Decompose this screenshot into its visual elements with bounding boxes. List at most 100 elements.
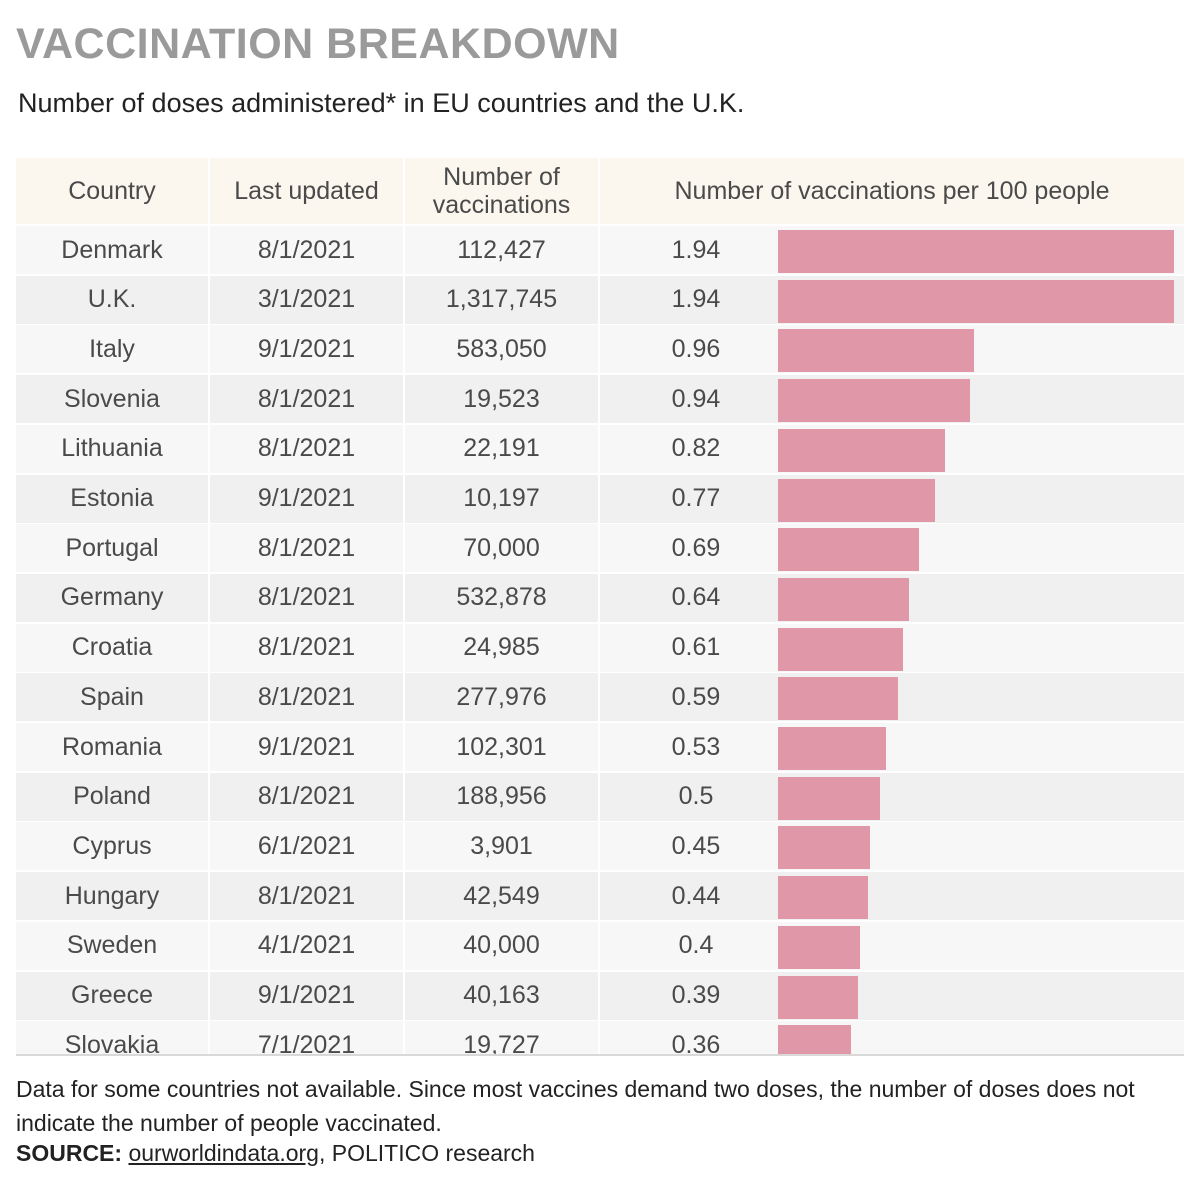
cell-country: Spain [16, 673, 208, 722]
table-row: Croatia 8/1/2021 24,985 0.61 [16, 623, 1184, 672]
cell-vaccinations: 24,985 [405, 623, 598, 672]
per-100-value: 0.77 [671, 484, 721, 512]
bar [778, 627, 903, 671]
source-line: SOURCE: ourworldindata.org, POLITICO res… [16, 1140, 535, 1167]
table-row: Greece 9/1/2021 40,163 0.39 [16, 971, 1184, 1020]
footnote: Data for some countries not available. S… [16, 1076, 1135, 1136]
cell-last-updated: 9/1/2021 [210, 971, 403, 1020]
bar [778, 826, 870, 870]
bar [778, 1025, 852, 1054]
bar [778, 428, 946, 472]
table-row: U.K. 3/1/2021 1,317,745 1.94 [16, 275, 1184, 324]
bar [778, 577, 909, 621]
per-100-value: 0.45 [671, 831, 721, 860]
cell-last-updated: 8/1/2021 [210, 226, 403, 274]
cell-country: Slovakia [16, 1021, 208, 1054]
table-header: Country Last updated Number of vaccinati… [16, 158, 1184, 224]
table-row: Estonia 9/1/2021 10,197 0.77 [16, 474, 1184, 523]
per-100-value: 1.94 [671, 285, 721, 314]
per-100-value: 0.64 [671, 583, 721, 612]
cell-country: U.K. [16, 275, 208, 324]
table-row: Slovenia 8/1/2021 19,523 0.94 [16, 375, 1184, 424]
source-link[interactable]: ourworldindata.org [128, 1140, 319, 1166]
bar [778, 776, 881, 820]
table-row: Romania 9/1/2021 102,301 0.53 [16, 723, 1184, 771]
per-100-value: 0.61 [671, 633, 721, 662]
cell-last-updated: 3/1/2021 [210, 275, 403, 324]
cell-vaccinations: 1,317,745 [405, 275, 598, 324]
bar [778, 230, 1174, 273]
per-100-value: 0.5 [678, 782, 714, 811]
bar [778, 478, 936, 522]
column-header-per-100: Number of vaccinations per 100 people [600, 158, 1184, 224]
table-row: Germany 8/1/2021 532,878 0.64 [16, 573, 1184, 622]
cell-country: Cyprus [16, 822, 208, 871]
cell-per-100: 0.4 [600, 921, 1184, 970]
per-100-value: 0.69 [671, 533, 721, 562]
per-100-value: 0.53 [671, 732, 721, 761]
cell-country: Greece [16, 971, 208, 1020]
table-row: Lithuania 8/1/2021 22,191 0.82 [16, 424, 1184, 473]
cell-per-100: 0.36 [600, 1021, 1184, 1056]
cell-vaccinations: 40,163 [405, 971, 598, 1020]
table-row: Slovakia 7/1/2021 19,727 0.36 [16, 1021, 1184, 1056]
cell-vaccinations: 102,301 [405, 723, 598, 771]
table-row: Hungary 8/1/2021 42,549 0.44 [16, 872, 1184, 921]
cell-country: Italy [16, 325, 208, 374]
cell-last-updated: 8/1/2021 [210, 673, 403, 722]
cell-per-100: 0.5 [600, 772, 1184, 821]
column-header-vaccinations: Number of vaccinations [405, 158, 598, 224]
cell-per-100: 0.44 [600, 872, 1184, 921]
cell-country: Hungary [16, 872, 208, 921]
cell-vaccinations: 10,197 [405, 474, 598, 523]
cell-last-updated: 9/1/2021 [210, 474, 403, 523]
per-100-value: 0.44 [671, 881, 721, 910]
per-100-value: 0.4 [678, 931, 714, 960]
cell-vaccinations: 42,549 [405, 872, 598, 921]
per-100-value: 0.39 [671, 981, 721, 1009]
cell-country: Portugal [16, 524, 208, 573]
cell-per-100: 0.61 [600, 623, 1184, 672]
bar [778, 677, 899, 721]
per-100-value: 1.94 [671, 235, 721, 264]
column-header-last-updated: Last updated [210, 158, 403, 224]
cell-per-100: 0.45 [600, 822, 1184, 871]
table-row: Denmark 8/1/2021 112,427 1.94 [16, 226, 1184, 274]
source-label: SOURCE: [16, 1140, 123, 1166]
cell-last-updated: 8/1/2021 [210, 524, 403, 573]
per-100-value: 0.59 [671, 682, 721, 711]
bar [778, 329, 974, 373]
table-row: Cyprus 6/1/2021 3,901 0.45 [16, 822, 1184, 871]
bar [778, 379, 970, 423]
cell-vaccinations: 277,976 [405, 673, 598, 722]
cell-per-100: 0.39 [600, 971, 1184, 1020]
per-100-value: 0.82 [671, 434, 721, 463]
cell-vaccinations: 19,727 [405, 1021, 598, 1054]
cell-country: Poland [16, 772, 208, 821]
cell-last-updated: 8/1/2021 [210, 573, 403, 622]
cell-country: Germany [16, 573, 208, 622]
cell-per-100: 1.94 [600, 226, 1184, 274]
cell-per-100: 0.59 [600, 673, 1184, 722]
cell-per-100: 0.69 [600, 524, 1184, 573]
cell-last-updated: 8/1/2021 [210, 424, 403, 473]
cell-country: Denmark [16, 226, 208, 274]
per-100-value: 0.94 [671, 384, 721, 413]
bar [778, 925, 860, 969]
cell-last-updated: 6/1/2021 [210, 822, 403, 871]
cell-country: Croatia [16, 623, 208, 672]
per-100-value: 0.96 [671, 334, 721, 363]
bar [778, 876, 868, 920]
cell-last-updated: 8/1/2021 [210, 623, 403, 672]
cell-vaccinations: 112,427 [405, 226, 598, 274]
cell-vaccinations: 3,901 [405, 822, 598, 871]
cell-per-100: 0.64 [600, 573, 1184, 622]
cell-per-100: 0.96 [600, 325, 1184, 374]
vaccination-table: Country Last updated Number of vaccinati… [16, 158, 1184, 1056]
cell-vaccinations: 532,878 [405, 573, 598, 622]
cell-last-updated: 7/1/2021 [210, 1021, 403, 1054]
chart-title: VACCINATION BREAKDOWN [16, 20, 620, 68]
per-100-value: 0.36 [671, 1030, 721, 1056]
cell-last-updated: 8/1/2021 [210, 872, 403, 921]
cell-last-updated: 8/1/2021 [210, 375, 403, 424]
